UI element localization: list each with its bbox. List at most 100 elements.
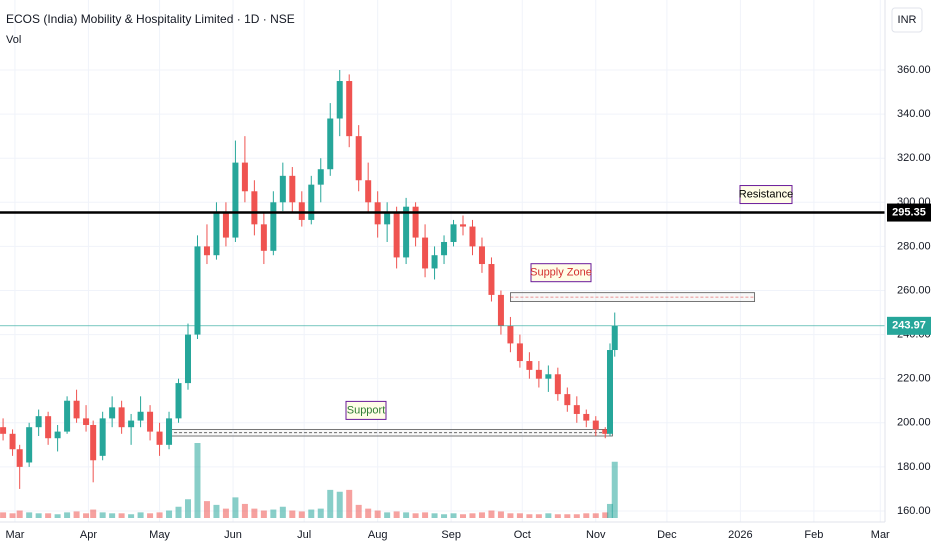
y-tick-label: 340.00 — [897, 108, 931, 120]
price-tag — [887, 203, 931, 222]
candle-body — [9, 433, 16, 450]
x-tick-label: Sep — [441, 529, 461, 541]
volume-bar — [185, 499, 192, 518]
volume-bar — [0, 512, 7, 518]
candle-body — [35, 416, 42, 428]
annotation: Support — [347, 404, 386, 416]
volume-bar — [355, 504, 362, 518]
candle-body — [279, 175, 286, 203]
candle-body — [45, 416, 52, 439]
candle-body — [166, 418, 173, 445]
volume-bar — [507, 513, 514, 518]
volume-bar — [90, 509, 97, 518]
candle-body — [450, 224, 457, 242]
y-tick-label: 200.00 — [897, 417, 931, 429]
volume-bar — [289, 510, 296, 518]
currency[interactable]: INR — [898, 14, 917, 26]
volume-bar — [222, 508, 229, 518]
candle-body — [83, 418, 90, 425]
candle-body — [365, 180, 372, 203]
candle-body — [336, 81, 343, 119]
candle-body — [554, 374, 561, 395]
candle-body — [478, 246, 485, 265]
volume-bar — [573, 514, 580, 518]
price-axis — [885, 0, 932, 550]
volume-bar — [526, 514, 533, 518]
candle-body — [564, 394, 571, 406]
x-tick-label: Dec — [657, 529, 677, 541]
volume-bar — [545, 513, 552, 518]
candle-body — [289, 175, 296, 203]
volume-bar — [9, 513, 16, 518]
candle-body — [147, 411, 154, 432]
candle-body — [54, 431, 61, 439]
volume-bar — [393, 511, 400, 518]
candle-body — [602, 429, 609, 434]
volume-bar — [450, 513, 457, 518]
volume-bar — [16, 510, 23, 518]
volume-bar — [147, 513, 154, 518]
candle-body — [194, 246, 201, 335]
candle-body — [441, 241, 448, 256]
candle-body — [64, 400, 71, 432]
candle-body — [469, 226, 476, 247]
volume-bar — [611, 461, 618, 518]
axes: 160.00180.00200.00220.00240.00260.00280.… — [5, 64, 931, 541]
y-tick-label: 260.00 — [897, 284, 931, 296]
volume-bar — [403, 512, 410, 518]
volume-bar — [118, 513, 125, 518]
candle-body — [573, 405, 580, 414]
x-tick-label: Nov — [586, 529, 606, 541]
candle-body — [270, 202, 277, 251]
candle-body — [393, 213, 400, 258]
candle-body — [346, 81, 353, 137]
candle-body — [308, 184, 315, 220]
volume-bar — [175, 506, 182, 518]
volume-bar — [308, 509, 315, 518]
candle-body — [16, 449, 23, 467]
x-tick-label: Oct — [514, 529, 531, 541]
volume-bar — [270, 509, 277, 518]
x-tick-label: Apr — [80, 529, 97, 541]
candle-body — [0, 427, 7, 434]
candle-body — [606, 350, 613, 434]
candle-body — [26, 427, 33, 463]
candle-body — [355, 136, 362, 181]
x-tick-label: May — [149, 529, 170, 541]
y-tick-label: 220.00 — [897, 373, 931, 385]
candle-body — [431, 255, 438, 269]
candle-body — [73, 400, 80, 419]
annotation: Resistance — [739, 188, 793, 200]
y-tick-label: 360.00 — [897, 64, 931, 76]
last-price: 243.97 — [892, 320, 926, 332]
volume-bar — [109, 513, 116, 518]
candle-body — [583, 413, 590, 421]
volume-bar — [431, 513, 438, 518]
candle-body — [412, 206, 419, 238]
candle-body — [592, 420, 599, 430]
volume-bar — [83, 513, 90, 518]
candle-body — [137, 411, 144, 421]
volume-bar — [45, 513, 52, 518]
annotation: Supply Zone — [530, 267, 592, 279]
candle-body — [99, 418, 106, 456]
candle-body — [516, 343, 523, 362]
x-tick-label: Jul — [297, 529, 311, 541]
x-tick-label: Aug — [368, 529, 388, 541]
volume-bar — [488, 510, 495, 518]
volume-bar — [460, 514, 467, 518]
candle-body — [251, 191, 258, 225]
candle-body — [497, 294, 504, 326]
volume-bar — [554, 514, 561, 518]
candle-body — [526, 361, 533, 370]
currency-box[interactable] — [891, 7, 923, 33]
volume-bar — [469, 513, 476, 518]
volume-bar — [441, 514, 448, 518]
volume-bar — [203, 501, 210, 518]
volume-bar — [64, 512, 71, 518]
volume-bar — [583, 513, 590, 518]
x-tick-label: Mar — [5, 529, 24, 541]
candle-body — [298, 202, 305, 220]
candle-body — [317, 169, 324, 185]
